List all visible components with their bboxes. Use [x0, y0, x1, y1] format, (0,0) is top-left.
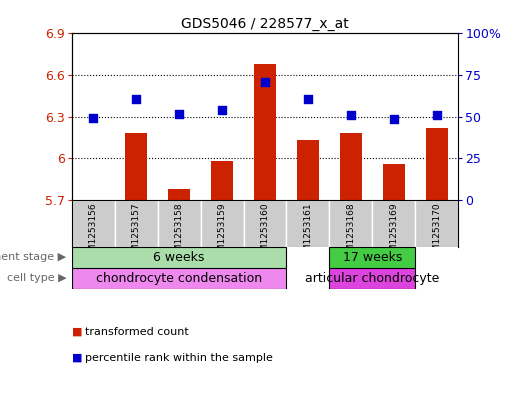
Text: GSM1253159: GSM1253159	[217, 202, 226, 263]
Point	[347, 112, 355, 118]
Text: GSM1253156: GSM1253156	[89, 202, 98, 263]
Text: 17 weeks: 17 weeks	[343, 251, 402, 264]
Text: chondrocyte condensation: chondrocyte condensation	[96, 272, 262, 285]
Bar	[340, 133, 361, 200]
Bar	[125, 133, 147, 200]
Bar	[287, 200, 330, 247]
Bar	[157, 200, 200, 247]
Bar	[114, 200, 157, 247]
Point	[261, 79, 269, 85]
Point	[390, 116, 398, 123]
Bar	[383, 163, 405, 200]
Text: GSM1253169: GSM1253169	[390, 202, 399, 263]
Point	[432, 112, 441, 118]
Bar	[169, 189, 190, 200]
Point	[175, 110, 183, 117]
Text: articular chondrocyte: articular chondrocyte	[305, 272, 440, 285]
Bar	[330, 268, 416, 289]
Bar	[330, 247, 416, 268]
Bar	[243, 200, 287, 247]
Point	[132, 95, 140, 102]
Text: GSM1253158: GSM1253158	[174, 202, 183, 263]
Text: GSM1253161: GSM1253161	[304, 202, 313, 263]
Text: cell type ▶: cell type ▶	[6, 273, 66, 283]
Bar	[373, 200, 416, 247]
Title: GDS5046 / 228577_x_at: GDS5046 / 228577_x_at	[181, 17, 349, 31]
Text: GSM1253168: GSM1253168	[347, 202, 356, 263]
Text: GSM1253160: GSM1253160	[261, 202, 269, 263]
Bar	[254, 64, 276, 200]
Text: transformed count: transformed count	[85, 327, 189, 337]
Text: GSM1253170: GSM1253170	[432, 202, 441, 263]
Bar	[72, 268, 287, 289]
Point	[89, 115, 98, 121]
Text: ■: ■	[72, 327, 82, 337]
Text: 6 weeks: 6 weeks	[153, 251, 205, 264]
Bar	[330, 200, 373, 247]
Bar	[211, 161, 233, 200]
Text: GSM1253157: GSM1253157	[131, 202, 140, 263]
Bar	[72, 200, 114, 247]
Bar	[426, 128, 448, 200]
Bar	[200, 200, 243, 247]
Text: development stage ▶: development stage ▶	[0, 252, 66, 262]
Bar	[297, 140, 319, 200]
Text: percentile rank within the sample: percentile rank within the sample	[85, 353, 272, 363]
Text: ■: ■	[72, 353, 82, 363]
Point	[304, 95, 312, 102]
Bar	[72, 247, 287, 268]
Point	[218, 107, 226, 113]
Bar	[416, 200, 458, 247]
